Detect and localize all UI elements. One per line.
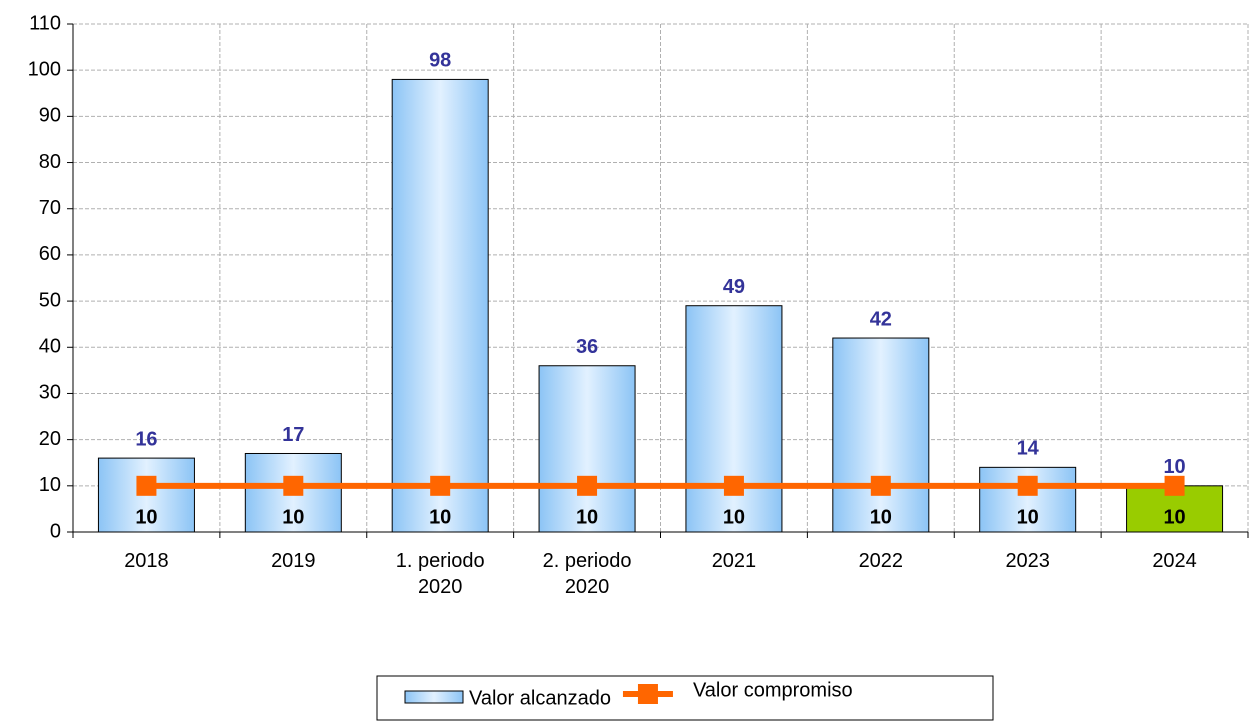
bar-value-label: 42 <box>870 308 892 330</box>
bar-value-label: 16 <box>135 428 157 450</box>
y-tick-label: 90 <box>39 105 61 127</box>
bar <box>832 337 930 533</box>
x-tick-label: 2023 <box>1005 550 1050 572</box>
line-value-label: 10 <box>1017 506 1039 528</box>
y-tick-label: 50 <box>39 289 61 311</box>
bar-value-label: 49 <box>723 276 745 298</box>
y-tick-label: 110 <box>29 12 61 34</box>
legend-swatch-marker <box>637 684 658 704</box>
y-tick-label: 70 <box>39 197 61 219</box>
y-tick-label: 40 <box>39 336 61 358</box>
legend-box <box>376 675 994 721</box>
x-tick-label: 1. periodo 2020 <box>395 550 485 598</box>
y-tick-label: 0 <box>50 520 61 542</box>
bar <box>538 365 636 533</box>
line-value-label: 10 <box>135 506 157 528</box>
x-tick-label: 2. periodo 2020 <box>542 550 632 598</box>
line-value-label: 10 <box>576 506 598 528</box>
y-tick-label: 60 <box>39 243 61 265</box>
bar-value-label: 17 <box>282 424 304 446</box>
x-tick-label: 2022 <box>858 550 904 572</box>
x-tick-label: 2024 <box>1152 550 1197 572</box>
line-marker <box>430 475 451 496</box>
bar-value-label: 10 <box>1163 456 1185 478</box>
line-marker <box>723 475 744 496</box>
line-marker <box>1017 475 1038 496</box>
bar <box>391 78 489 533</box>
bar-value-label: 14 <box>1017 438 1040 460</box>
line-marker <box>136 475 157 496</box>
line-value-label: 10 <box>1163 506 1185 528</box>
y-tick-label: 80 <box>39 151 61 173</box>
legend-label: Valor compromiso <box>693 679 853 701</box>
line-value-label: 10 <box>282 506 304 528</box>
x-tick-label: 2018 <box>124 550 169 572</box>
legend: Valor alcanzado Valor compromiso <box>376 675 994 721</box>
y-tick-label: 10 <box>39 474 61 496</box>
line-marker <box>1164 475 1185 496</box>
y-tick-label: 30 <box>39 382 61 404</box>
line-value-label: 10 <box>723 506 745 528</box>
bar-value-label: 98 <box>429 50 451 72</box>
legend-label: Valor alcanzado <box>469 687 611 709</box>
bar <box>685 305 783 533</box>
legend-swatch <box>404 690 464 704</box>
line-marker <box>577 475 598 496</box>
bar-value-label: 36 <box>576 336 598 358</box>
x-tick-label: 2019 <box>271 550 316 572</box>
y-tick-label: 100 <box>28 58 61 80</box>
line-value-label: 10 <box>429 506 451 528</box>
line-value-label: 10 <box>870 506 892 528</box>
x-tick-label: 2021 <box>711 550 757 572</box>
y-tick-label: 20 <box>39 428 61 450</box>
line-marker <box>283 475 304 496</box>
line-marker <box>870 475 891 496</box>
